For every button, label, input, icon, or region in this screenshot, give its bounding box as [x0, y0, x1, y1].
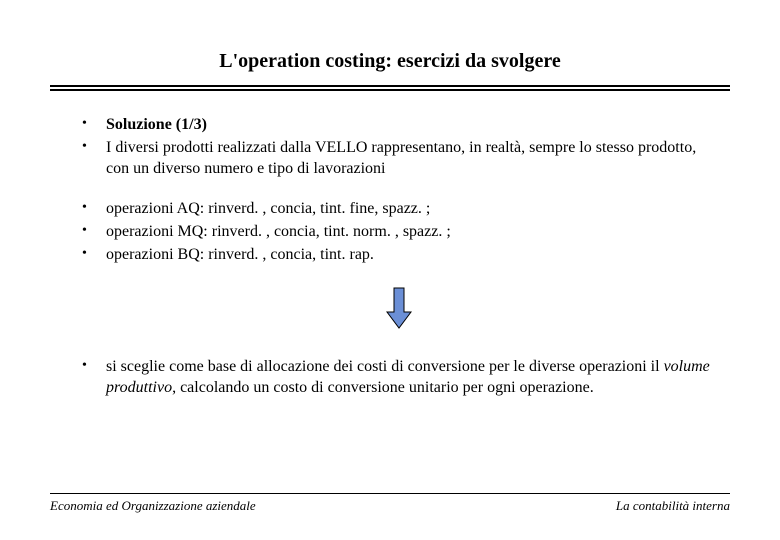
bullet-group-1: Soluzione (1/3)I diversi prodotti realiz… — [78, 115, 720, 179]
bullet-group-3: si sceglie come base di allocazione dei … — [78, 357, 720, 399]
bullet-item: operazioni AQ: rinverd. , concia, tint. … — [78, 199, 720, 220]
bullet-group-2: operazioni AQ: rinverd. , concia, tint. … — [78, 199, 720, 265]
title-divider — [50, 85, 730, 91]
footer-divider — [50, 493, 730, 494]
bullet-item: Soluzione (1/3) — [78, 115, 720, 136]
bullet-item: si sceglie come base di allocazione dei … — [78, 357, 720, 399]
arrow-container — [78, 286, 720, 335]
content-area: Soluzione (1/3)I diversi prodotti realiz… — [50, 115, 730, 398]
footer-row: Economia ed Organizzazione aziendale La … — [50, 498, 730, 514]
footer-right: La contabilità interna — [616, 498, 730, 514]
footer-left: Economia ed Organizzazione aziendale — [50, 498, 256, 514]
slide-title: L'operation costing: esercizi da svolger… — [50, 50, 730, 73]
bullet-item: operazioni MQ: rinverd. , concia, tint. … — [78, 222, 720, 243]
down-arrow-icon — [386, 286, 412, 330]
bullet-item: operazioni BQ: rinverd. , concia, tint. … — [78, 245, 720, 266]
bullet-item: I diversi prodotti realizzati dalla VELL… — [78, 138, 720, 180]
footer: Economia ed Organizzazione aziendale La … — [50, 493, 730, 514]
slide: L'operation costing: esercizi da svolger… — [0, 0, 780, 540]
